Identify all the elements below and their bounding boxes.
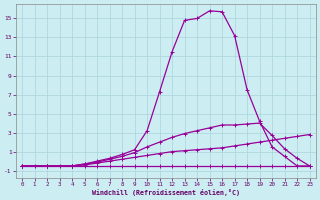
X-axis label: Windchill (Refroidissement éolien,°C): Windchill (Refroidissement éolien,°C)	[92, 189, 240, 196]
